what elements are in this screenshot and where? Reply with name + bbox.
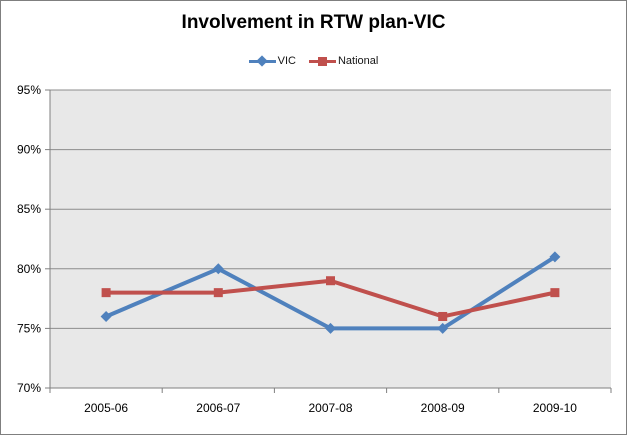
vic-marker <box>437 322 449 334</box>
x-tick-label: 2005-06 <box>84 401 128 415</box>
legend-item-national: National <box>308 55 379 67</box>
y-tick-label: 70% <box>17 381 41 395</box>
national-marker <box>326 276 335 286</box>
vic-marker <box>325 322 336 334</box>
national-marker <box>550 288 560 298</box>
legend-item-vic: VIC <box>248 55 296 67</box>
y-tick-label: 75% <box>17 321 41 335</box>
x-tick-label: 2009-10 <box>533 401 577 415</box>
x-tick-label: 2008-09 <box>421 401 465 415</box>
national-marker <box>213 288 223 298</box>
legend-label-national: National <box>337 55 379 67</box>
y-tick-label: 80% <box>17 262 41 276</box>
national-marker <box>438 311 448 321</box>
y-tick-label: 90% <box>17 143 41 157</box>
national-square-icon <box>317 56 327 66</box>
vic-marker <box>100 310 112 322</box>
plot-background <box>50 90 611 388</box>
vic-legend-symbol <box>248 55 276 67</box>
national-marker <box>101 288 111 298</box>
vic-marker <box>549 251 561 263</box>
legend-label-vic: VIC <box>277 55 296 67</box>
chart-title: Involvement in RTW plan-VIC <box>181 12 446 33</box>
y-tick-label: 95% <box>17 83 41 97</box>
vic-marker <box>212 263 224 275</box>
national-legend-symbol <box>308 56 336 66</box>
x-tick-label: 2007-08 <box>308 401 352 415</box>
y-tick-label: 85% <box>17 202 41 216</box>
x-tick-label: 2006-07 <box>196 401 240 415</box>
legend: VIC National <box>1 55 626 67</box>
